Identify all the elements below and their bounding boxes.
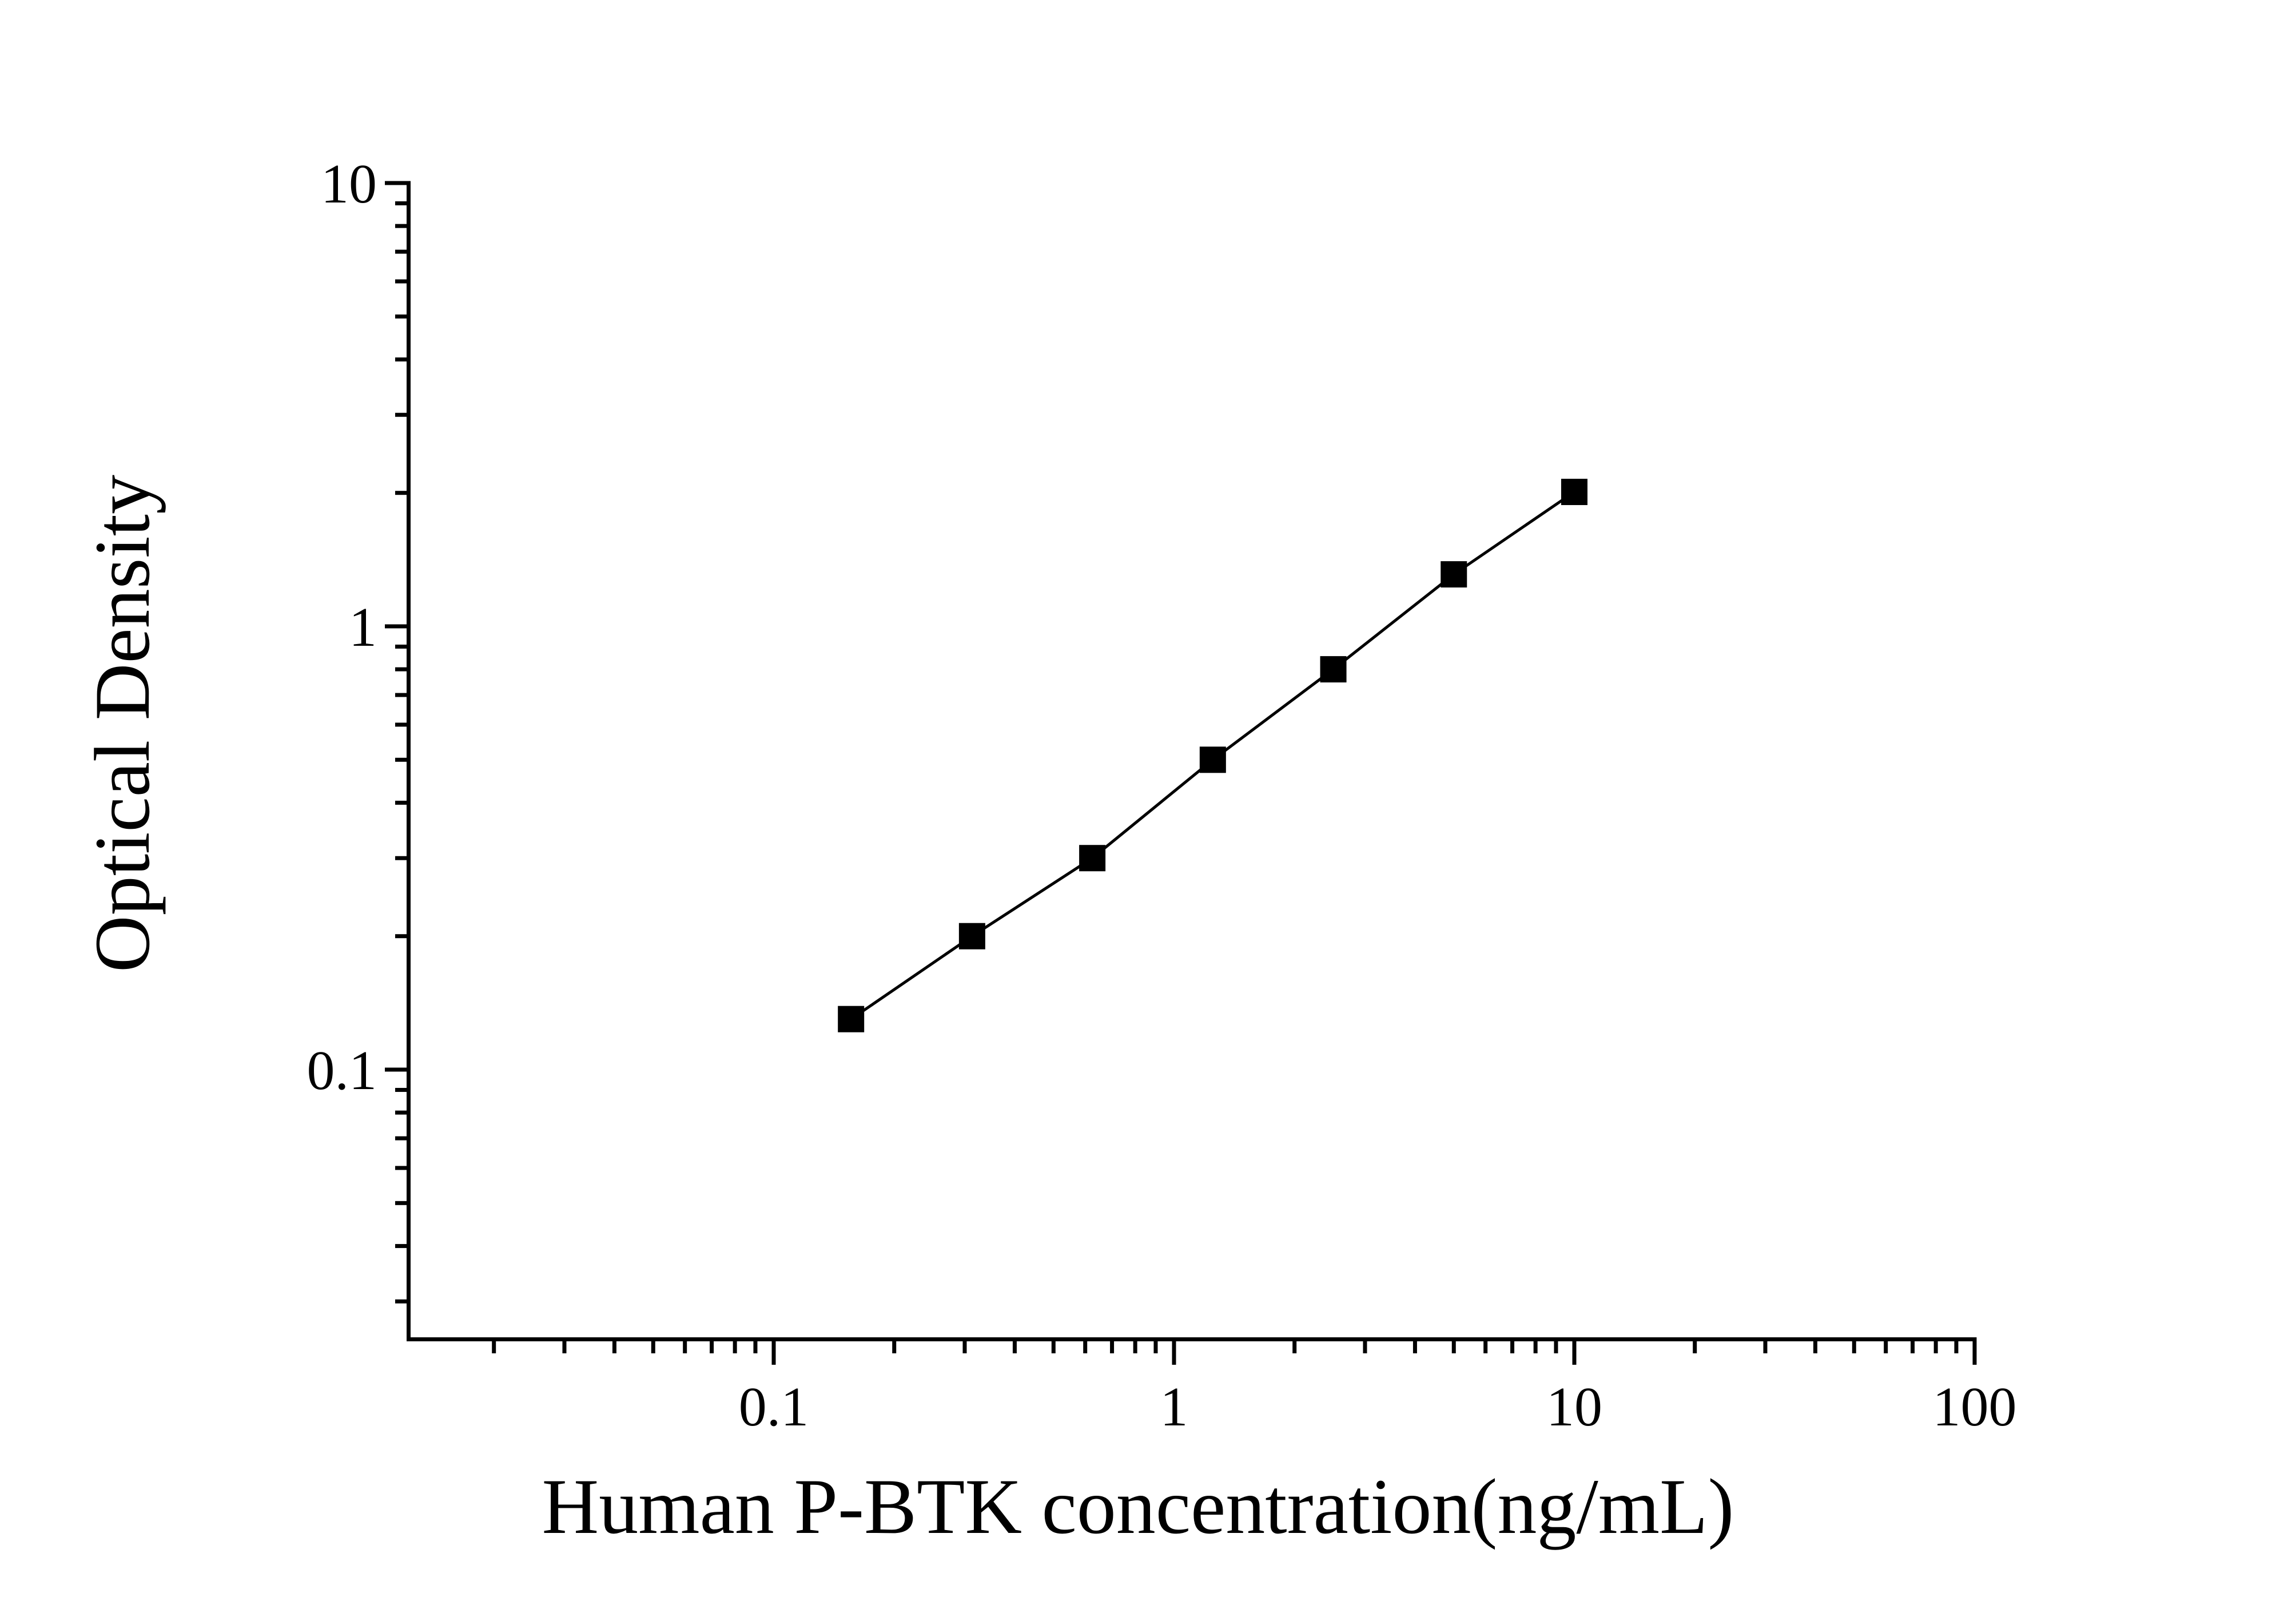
x-minor-tick <box>1554 1341 1558 1353</box>
y-minor-tick <box>395 722 407 727</box>
x-major-tick <box>771 1341 776 1365</box>
series-layer <box>838 479 1587 1032</box>
y-tick-label: 0.1 <box>307 1040 377 1102</box>
y-minor-tick <box>395 1110 407 1115</box>
x-minor-tick <box>962 1341 967 1353</box>
data-point-marker <box>1561 479 1587 506</box>
x-minor-tick <box>683 1341 687 1353</box>
x-minor-tick <box>1884 1341 1888 1353</box>
x-minor-tick <box>1110 1341 1115 1353</box>
x-minor-tick <box>892 1341 897 1353</box>
x-minor-tick <box>1083 1341 1088 1353</box>
y-minor-tick <box>395 357 407 361</box>
y-minor-tick <box>395 224 407 228</box>
x-tick-label: 0.1 <box>739 1376 809 1438</box>
x-minor-tick <box>1292 1341 1297 1353</box>
y-axis-line <box>407 181 411 1341</box>
x-minor-tick <box>1933 1341 1938 1353</box>
y-minor-tick <box>395 491 407 495</box>
y-minor-tick <box>395 693 407 697</box>
x-minor-tick <box>1533 1341 1538 1353</box>
y-minor-tick <box>395 856 407 860</box>
data-point-marker <box>1199 746 1226 773</box>
tick-label-layer: 0.1 1 10 0.1 1 10 100 <box>307 153 2017 1438</box>
x-minor-tick <box>1763 1341 1768 1353</box>
y-minor-tick <box>395 1299 407 1304</box>
x-minor-tick <box>1153 1341 1158 1353</box>
x-axis-line <box>407 1337 1977 1341</box>
x-axis-title: Human P-BTK concentration(ng/mL) <box>542 1463 1734 1550</box>
y-major-tick <box>385 181 407 185</box>
x-minor-tick <box>1510 1341 1515 1353</box>
x-minor-tick <box>1051 1341 1056 1353</box>
y-minor-tick <box>395 412 407 417</box>
x-minor-tick <box>492 1341 496 1353</box>
x-tick-label: 10 <box>1546 1376 1602 1438</box>
y-tick-label: 10 <box>321 153 377 215</box>
x-major-tick <box>1572 1341 1577 1365</box>
y-minor-tick <box>395 279 407 284</box>
y-minor-tick <box>395 800 407 805</box>
x-minor-tick <box>1012 1341 1017 1353</box>
x-minor-tick <box>733 1341 737 1353</box>
x-minor-tick <box>1483 1341 1488 1353</box>
data-point-marker <box>1079 845 1106 872</box>
data-point-marker <box>1441 561 1467 588</box>
x-minor-tick <box>612 1341 616 1353</box>
y-minor-tick <box>395 757 407 762</box>
x-minor-tick <box>1451 1341 1456 1353</box>
data-point-marker <box>1320 656 1347 683</box>
y-major-tick <box>385 1067 407 1072</box>
y-minor-tick <box>395 249 407 254</box>
y-minor-tick <box>395 644 407 649</box>
y-minor-tick <box>395 201 407 205</box>
y-minor-tick <box>395 1244 407 1248</box>
x-minor-tick <box>651 1341 655 1353</box>
data-point-marker <box>958 923 985 950</box>
axes-layer <box>385 181 1977 1365</box>
y-minor-tick <box>395 934 407 939</box>
y-axis-title: Optical Density <box>78 475 166 972</box>
x-minor-tick <box>1693 1341 1697 1353</box>
y-minor-tick <box>395 314 407 319</box>
x-minor-tick <box>562 1341 567 1353</box>
x-minor-tick <box>1852 1341 1856 1353</box>
x-tick-label: 1 <box>1160 1376 1188 1438</box>
y-minor-tick <box>395 1087 407 1092</box>
x-minor-tick <box>710 1341 714 1353</box>
y-tick-label: 1 <box>349 597 377 658</box>
y-major-tick <box>385 624 407 629</box>
x-minor-tick <box>1412 1341 1417 1353</box>
x-tick-label: 100 <box>1933 1376 2017 1438</box>
y-minor-tick <box>395 1201 407 1205</box>
y-minor-tick <box>395 1136 407 1141</box>
y-minor-tick <box>395 667 407 672</box>
x-minor-tick <box>1813 1341 1817 1353</box>
x-minor-tick <box>1954 1341 1959 1353</box>
x-major-tick <box>1972 1341 1977 1365</box>
x-major-tick <box>1172 1341 1176 1365</box>
data-point-marker <box>838 1006 865 1032</box>
x-minor-tick <box>1911 1341 1915 1353</box>
x-minor-tick <box>753 1341 758 1353</box>
x-minor-tick <box>1133 1341 1137 1353</box>
x-minor-tick <box>1363 1341 1367 1353</box>
y-minor-tick <box>395 1166 407 1170</box>
